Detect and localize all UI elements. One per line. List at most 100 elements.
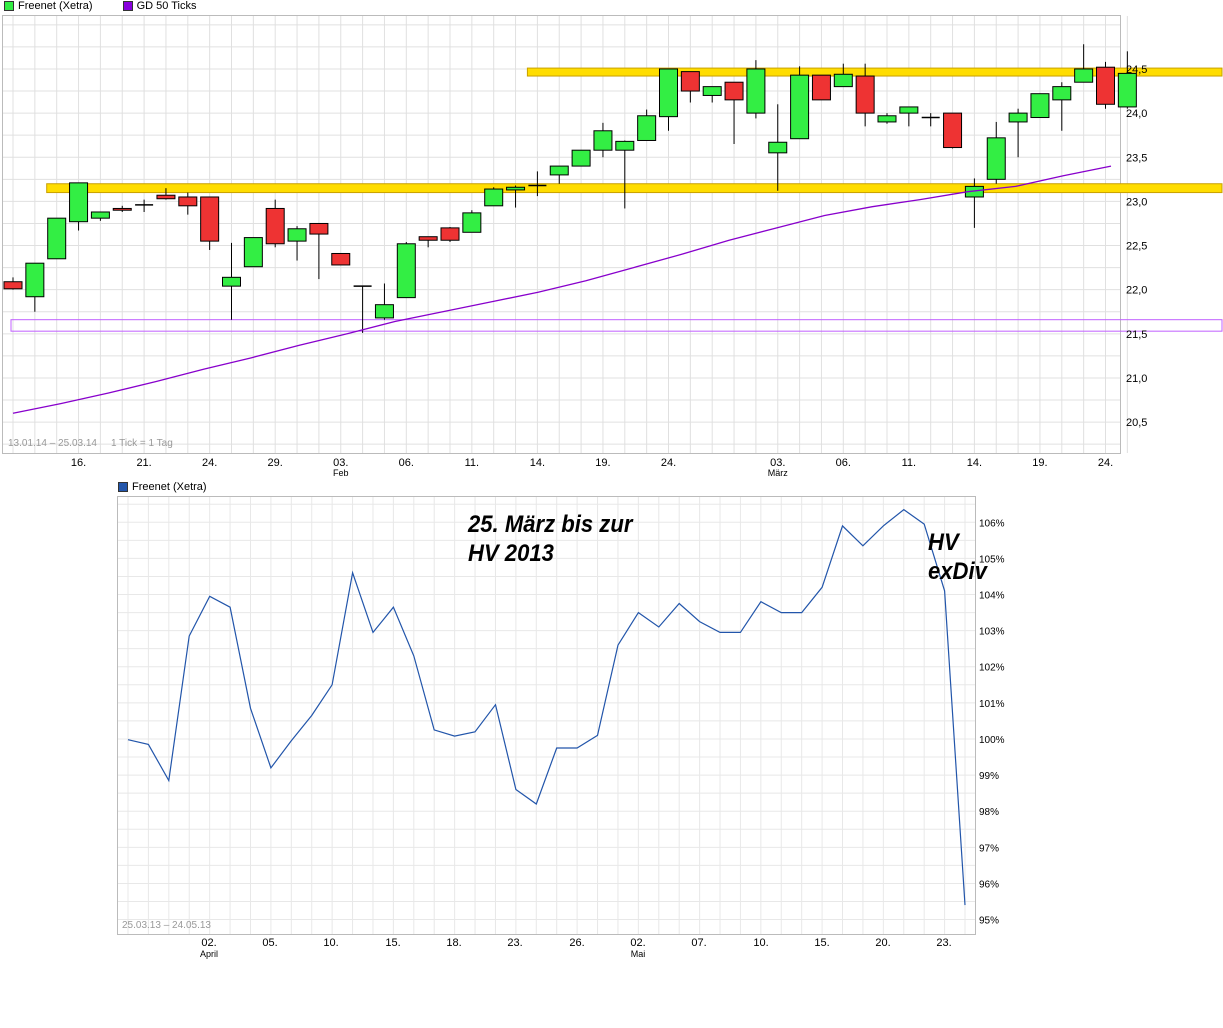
y-tick-label: 98% bbox=[979, 807, 999, 818]
support-band bbox=[46, 183, 1223, 194]
candle-body bbox=[1008, 112, 1028, 123]
plot-area bbox=[2, 15, 1121, 454]
candle-body bbox=[549, 165, 569, 176]
candle-body bbox=[222, 276, 241, 287]
candle-body bbox=[702, 86, 722, 96]
y-tick-label: 23,0 bbox=[1126, 196, 1147, 208]
candle-body bbox=[943, 112, 963, 149]
candlestick-chart: 20,5 21,0 21,5 22,0 22,5 23,0 23,5 24,0 24,5 16.… bbox=[2, 15, 1223, 478]
candle-body bbox=[637, 115, 657, 141]
x-tick-sublabel: Feb bbox=[333, 468, 349, 478]
y-tick-label: 103% bbox=[979, 627, 1005, 638]
grid-2013 bbox=[118, 497, 975, 934]
x-tick-label: 15. bbox=[385, 937, 400, 949]
candle-body bbox=[790, 74, 810, 140]
candle-body bbox=[506, 186, 526, 191]
y-tick-label: 105% bbox=[979, 554, 1005, 565]
candle-body bbox=[811, 74, 831, 101]
ma-line bbox=[12, 165, 1112, 414]
y-tick-label: 106% bbox=[979, 518, 1005, 529]
x-tick-label: 24. bbox=[202, 457, 217, 469]
grid bbox=[3, 16, 1128, 453]
support-band bbox=[526, 67, 1223, 77]
candle-body bbox=[1096, 66, 1115, 105]
y-tick-label: 22,0 bbox=[1126, 285, 1147, 297]
range-label-2013: 25.03.13 – 24.05.13 bbox=[122, 920, 211, 931]
x-tick-label: 26. bbox=[569, 937, 584, 949]
x-tick-label: 05. bbox=[262, 937, 277, 949]
candle-body bbox=[659, 68, 678, 118]
x-tick-label: 18. bbox=[446, 937, 461, 949]
candle-body bbox=[1052, 86, 1072, 101]
top-legend: Freenet (Xetra) GD 50 Ticks bbox=[4, 0, 197, 12]
candle-body bbox=[309, 222, 329, 235]
y-tick-label: 24,0 bbox=[1126, 108, 1147, 120]
support-band bbox=[10, 319, 1223, 332]
candle-body bbox=[746, 68, 766, 114]
y-tick-label: 20,5 bbox=[1126, 417, 1147, 429]
y-tick-label: 22,5 bbox=[1126, 241, 1147, 253]
x-tick-label: 10. bbox=[753, 937, 768, 949]
x-tick-label: 21. bbox=[136, 457, 151, 469]
x-tick-label: 07. bbox=[691, 937, 706, 949]
x-tick-label: 15. bbox=[814, 937, 829, 949]
candle-body bbox=[462, 212, 482, 233]
range-label: 13.01.14 – 25.03.14 1 Tick = 1 Tag bbox=[8, 438, 173, 449]
price-line-2013 bbox=[127, 508, 966, 906]
candle-body bbox=[331, 252, 351, 266]
x-tick-label: 19. bbox=[1032, 457, 1047, 469]
x-tick-label: 16. bbox=[71, 457, 86, 469]
price-line bbox=[127, 508, 966, 906]
candle-body bbox=[899, 106, 919, 114]
x-tick-label: 11. bbox=[465, 457, 479, 469]
y-tick-label: 21,0 bbox=[1126, 373, 1147, 385]
x-tick-label: 23. bbox=[936, 937, 951, 949]
candle-body bbox=[1074, 68, 1094, 83]
candle-body bbox=[396, 243, 416, 299]
bottom-legend: Freenet (Xetra) bbox=[118, 481, 207, 493]
y-tick-label: 97% bbox=[979, 843, 999, 854]
x-tick-label: 14. bbox=[530, 457, 545, 469]
candle-body bbox=[200, 196, 220, 242]
candle-body bbox=[287, 228, 307, 242]
legend-swatch-freenet bbox=[4, 1, 14, 11]
y-tick-label: 101% bbox=[979, 699, 1005, 710]
candles bbox=[3, 44, 1137, 333]
candle-body bbox=[243, 237, 263, 268]
annotation-period: 25. März bis zur HV 2013 bbox=[468, 511, 633, 567]
legend-swatch-freenet-2013 bbox=[118, 482, 128, 492]
candle-body bbox=[178, 196, 198, 207]
legend-label-freenet: Freenet (Xetra) bbox=[18, 0, 93, 12]
plot-area-2013 bbox=[117, 496, 976, 935]
candle-body bbox=[833, 73, 853, 88]
candle-body bbox=[724, 81, 744, 101]
candle-body bbox=[571, 149, 591, 167]
x-tick-sublabel: März bbox=[768, 468, 788, 478]
candle-body bbox=[156, 194, 176, 200]
support-bands bbox=[10, 67, 1223, 332]
candle-body bbox=[69, 182, 89, 223]
x-tick-sublabel: Mai bbox=[631, 949, 646, 959]
x-tick-label: 03. bbox=[770, 457, 785, 469]
x-tick-label: 03. bbox=[333, 457, 348, 469]
y-tick-label: 96% bbox=[979, 879, 999, 890]
y-tick-label: 102% bbox=[979, 663, 1005, 674]
x-tick-label: 10. bbox=[323, 937, 338, 949]
x-tick-label: 23. bbox=[507, 937, 522, 949]
candle-body bbox=[418, 236, 438, 241]
candle-body bbox=[265, 207, 285, 245]
candle-body bbox=[3, 281, 23, 290]
candle-body bbox=[90, 211, 110, 219]
candle-body bbox=[768, 141, 788, 154]
legend-swatch-ma bbox=[122, 1, 133, 11]
y-axis-2013: 95% 96% 97% 98% 99% 100% 101% 102% 103% 104% 105% 1… bbox=[979, 518, 1005, 926]
x-tick-label: 02. bbox=[201, 937, 216, 949]
candle-body bbox=[440, 227, 460, 241]
y-tick-label: 100% bbox=[979, 735, 1005, 746]
legend-label-ma: GD 50 Ticks bbox=[136, 0, 197, 12]
candle-body bbox=[112, 207, 132, 211]
candle-body bbox=[25, 262, 45, 298]
x-tick-label: 14. bbox=[967, 457, 982, 469]
